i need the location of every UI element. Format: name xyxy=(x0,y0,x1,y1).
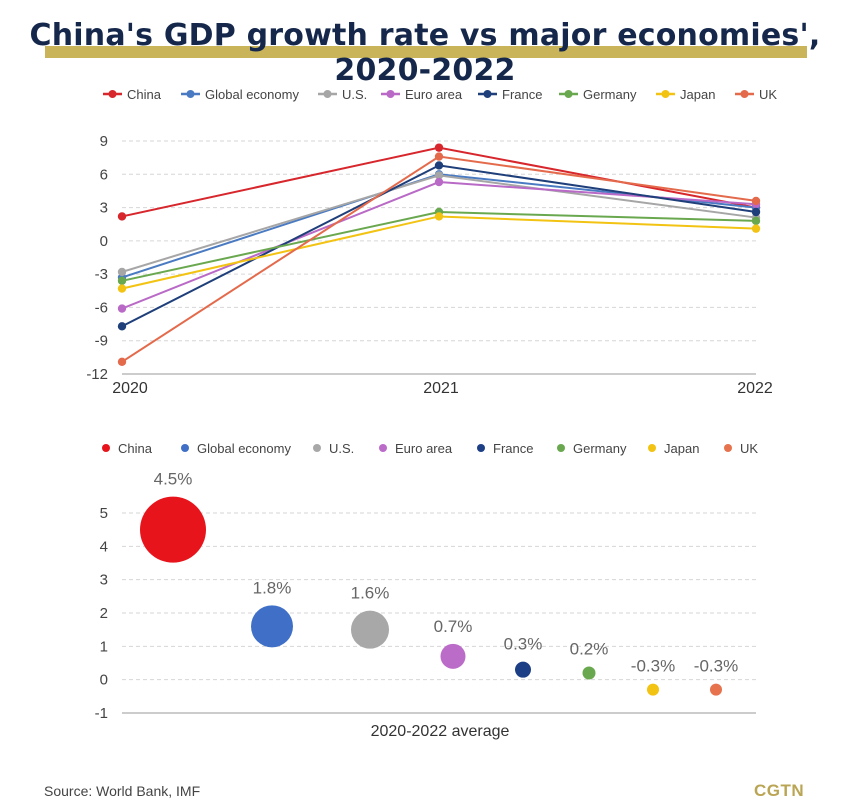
legend-marker-china xyxy=(108,90,117,98)
x-tick-label: 2020 xyxy=(112,380,148,397)
legend-label-global-economy: Global economy xyxy=(197,441,291,456)
data-point-germany xyxy=(117,276,127,285)
legend-marker-japan xyxy=(648,444,656,452)
chart-title: China's GDP growth rate vs major economi… xyxy=(29,18,821,88)
legend-label-euro-area: Euro area xyxy=(395,441,453,456)
data-point-uk xyxy=(751,196,761,206)
data-point-euro-area xyxy=(117,304,127,313)
y-tick-label: 0 xyxy=(100,672,108,689)
bubble-china xyxy=(140,496,206,563)
y-tick-label: 1 xyxy=(100,638,108,655)
legend-marker-euro-area xyxy=(386,90,395,98)
title-area: China's GDP growth rate vs major economi… xyxy=(0,0,850,88)
data-label-japan: -0.3% xyxy=(631,657,675,676)
source-note: Source: World Bank, IMF xyxy=(44,783,201,799)
y-tick-label: 9 xyxy=(100,133,108,150)
data-label-germany: 0.2% xyxy=(570,640,609,659)
legend-label-uk: UK xyxy=(740,441,758,456)
legend-label-germany: Germany xyxy=(583,87,637,102)
legend-marker-euro-area xyxy=(379,444,387,452)
legend-marker-france xyxy=(483,90,492,98)
data-label-euro-area: 0.7% xyxy=(434,617,473,636)
y-tick-label: 4 xyxy=(100,538,108,555)
legend-label-germany: Germany xyxy=(573,441,627,456)
data-label-u-s: 1.6% xyxy=(351,584,390,603)
legend-marker-global-economy xyxy=(181,444,189,452)
y-tick-label: -6 xyxy=(95,299,108,316)
legend-label-china: China xyxy=(118,441,153,456)
x-tick-label: 2021 xyxy=(423,380,459,397)
legend-label-japan: Japan xyxy=(664,441,699,456)
y-tick-label: 3 xyxy=(100,200,108,217)
data-label-uk: -0.3% xyxy=(694,657,738,676)
bubble-france xyxy=(515,661,531,678)
legend-label-france: France xyxy=(493,441,533,456)
y-tick-label: 2 xyxy=(100,605,108,622)
data-point-china xyxy=(117,212,127,221)
legend-marker-germany xyxy=(557,444,565,452)
data-point-uk xyxy=(434,152,444,161)
data-point-china xyxy=(434,143,444,152)
legend-marker-u-s xyxy=(313,444,321,452)
data-point-u-s xyxy=(434,171,444,180)
bubble-global-economy xyxy=(251,605,293,648)
data-point-japan xyxy=(117,284,127,293)
data-point-france xyxy=(751,207,761,217)
title-underline-bar xyxy=(45,46,807,58)
bubble-u-s xyxy=(351,610,389,649)
legend-marker-uk xyxy=(724,444,732,452)
series-line-euro-area xyxy=(121,181,757,310)
data-label-global-economy: 1.8% xyxy=(253,578,292,597)
legend-label-france: France xyxy=(502,87,542,102)
data-point-japan xyxy=(751,224,761,233)
legend-marker-china xyxy=(102,444,110,452)
legend-marker-u-s xyxy=(323,90,332,98)
data-point-u-s xyxy=(117,267,127,277)
legend-label-uk: UK xyxy=(759,87,777,102)
data-point-japan xyxy=(434,212,444,221)
y-tick-label: 0 xyxy=(100,233,108,250)
x-axis-label: 2020-2022 average xyxy=(371,723,510,740)
bubble-germany xyxy=(582,666,596,680)
data-point-uk xyxy=(117,357,127,366)
data-point-france xyxy=(117,322,127,331)
legend-marker-germany xyxy=(564,90,573,98)
legend-label-u-s: U.S. xyxy=(329,441,354,456)
y-tick-label: 6 xyxy=(100,166,108,183)
x-tick-label: 2022 xyxy=(737,380,773,397)
y-tick-label: -12 xyxy=(86,366,108,383)
legend-label-global-economy: Global economy xyxy=(205,87,299,102)
y-tick-label: -3 xyxy=(95,266,108,283)
bubble-japan xyxy=(647,683,659,696)
bubble-euro-area xyxy=(440,643,466,669)
bubble-uk xyxy=(710,683,722,696)
legend-marker-global-economy xyxy=(186,90,195,98)
legend-marker-japan xyxy=(661,90,670,98)
legend-marker-uk xyxy=(740,90,749,98)
data-label-france: 0.3% xyxy=(504,635,543,654)
legend-label-japan: Japan xyxy=(680,87,715,102)
legend-label-euro-area: Euro area xyxy=(405,87,463,102)
y-tick-label: 5 xyxy=(100,505,108,522)
y-tick-label: -1 xyxy=(95,705,108,722)
legend-label-china: China xyxy=(127,87,162,102)
y-tick-label: -9 xyxy=(95,333,108,350)
data-label-china: 4.5% xyxy=(154,470,193,489)
data-point-germany xyxy=(751,216,761,226)
legend-label-u-s: U.S. xyxy=(342,87,367,102)
data-point-euro-area xyxy=(434,177,444,187)
y-tick-label: 3 xyxy=(100,572,108,589)
brand-logo: CGTN xyxy=(754,781,805,800)
legend-marker-france xyxy=(477,444,485,452)
data-point-france xyxy=(434,161,444,170)
